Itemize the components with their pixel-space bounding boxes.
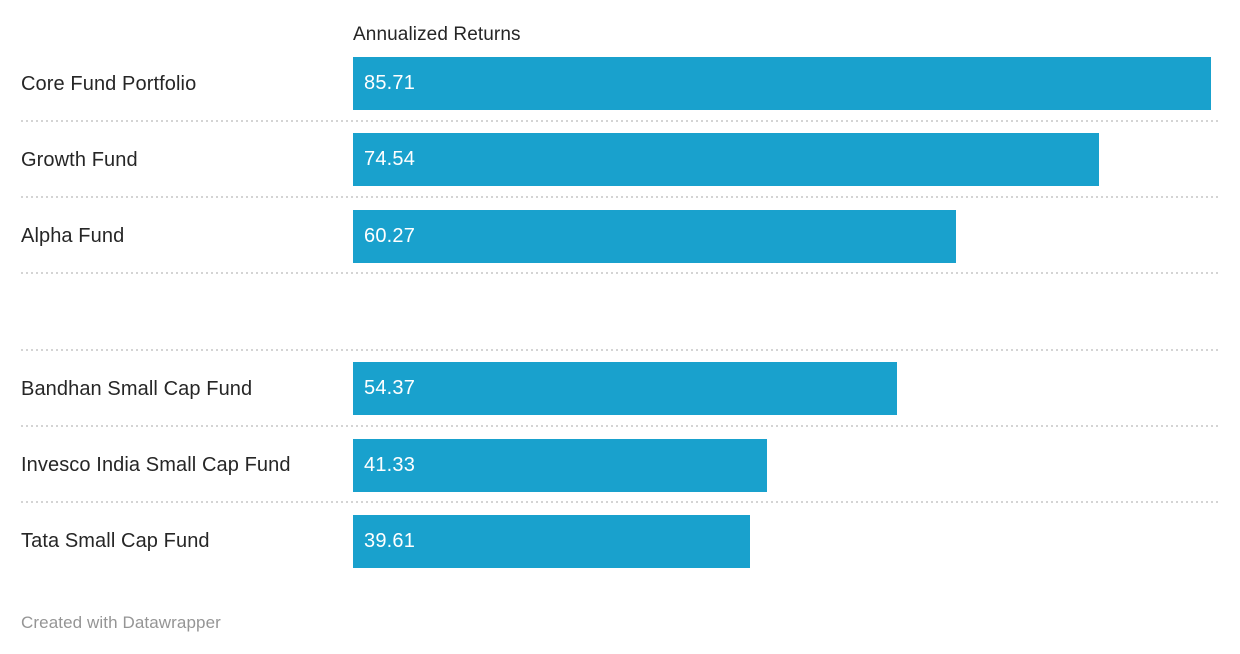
bar-row: Bandhan Small Cap Fund 54.37 (21, 351, 1218, 428)
bar-row: Alpha Fund 60.27 (21, 198, 1218, 275)
bar-row: Invesco India Small Cap Fund 41.33 (21, 427, 1218, 504)
bar-track: 85.71 (353, 57, 1218, 111)
bar: 74.54 (353, 133, 1100, 187)
column-header: Annualized Returns (353, 24, 521, 45)
row-label: Growth Fund (21, 148, 138, 171)
bar: 60.27 (353, 209, 957, 263)
chart-rows: Core Fund Portfolio 85.71 Growth Fund 74… (21, 46, 1218, 580)
bar-track: 39.61 (353, 514, 1218, 568)
bar: 85.71 (353, 57, 1212, 111)
bar: 54.37 (353, 362, 898, 416)
bar-track: 41.33 (353, 438, 1218, 492)
bar-track: 74.54 (353, 133, 1218, 187)
row-label: Core Fund Portfolio (21, 72, 197, 95)
row-label: Bandhan Small Cap Fund (21, 377, 253, 400)
bar-row: Tata Small Cap Fund 39.61 (21, 503, 1218, 579)
bar: 39.61 (353, 514, 750, 568)
bar-row: Core Fund Portfolio 85.71 (21, 46, 1218, 123)
bar-value-label: 39.61 (364, 529, 416, 552)
row-label: Alpha Fund (21, 225, 125, 248)
bar-value-label: 85.71 (364, 72, 416, 95)
bar-track: 60.27 (353, 209, 1218, 263)
row-label: Tata Small Cap Fund (21, 530, 210, 553)
datawrapper-attribution-link[interactable]: Created with Datawrapper (21, 612, 221, 632)
bar-value-label: 54.37 (364, 377, 416, 400)
bar: 41.33 (353, 438, 767, 492)
column-header-row: Annualized Returns (21, 24, 1218, 46)
bar-track: 54.37 (353, 362, 1218, 416)
row-label: Invesco India Small Cap Fund (21, 454, 291, 477)
bar-value-label: 60.27 (364, 224, 416, 247)
bar-row: Growth Fund 74.54 (21, 122, 1218, 199)
bar-track (353, 286, 1218, 339)
bar-value-label: 74.54 (364, 148, 416, 171)
bar-value-label: 41.33 (364, 453, 416, 476)
bar-row (21, 274, 1218, 351)
